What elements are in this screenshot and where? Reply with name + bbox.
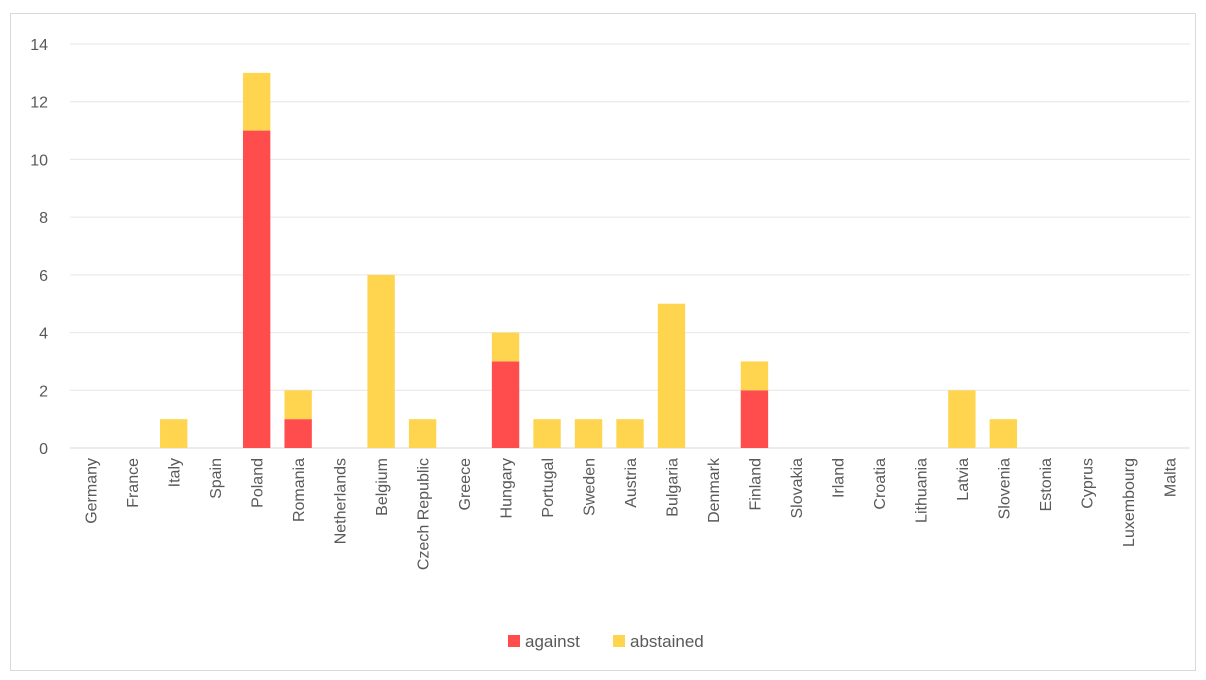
x-tick-label: Spain	[208, 458, 225, 499]
x-tick-label: Malta	[1162, 458, 1179, 497]
x-tick-label: Sweden	[582, 458, 599, 516]
x-tick-label: Slovakia	[789, 458, 806, 519]
y-axis: 0 2 4 6 8 10 12 14	[30, 37, 48, 458]
y-tick-label: 0	[39, 441, 48, 458]
bar-abstained-hungary	[491, 332, 520, 362]
bar-against-finland	[740, 390, 769, 448]
x-tick-label: Latvia	[955, 458, 972, 501]
x-tick-label: Denmark	[706, 457, 723, 523]
x-tick-label: Poland	[250, 458, 267, 508]
bar-abstained-italy	[160, 419, 188, 448]
y-tick-label: 12	[30, 95, 48, 112]
legend-swatch-abstained	[613, 635, 625, 647]
x-tick-label: Croatia	[872, 458, 889, 510]
x-tick-label: Finland	[747, 458, 764, 510]
bar-abstained-latvia	[948, 390, 976, 448]
x-tick-label: Czech Republic	[416, 458, 433, 570]
y-tick-label: 2	[39, 383, 48, 400]
legend-swatch-against	[508, 635, 520, 647]
bar-abstained-belgium	[367, 274, 395, 448]
x-tick-label: Italy	[167, 458, 184, 487]
chart-frame	[10, 13, 1196, 671]
x-tick-label: Germany	[84, 458, 101, 524]
bar-abstained-slovenia	[989, 419, 1018, 448]
y-tick-label: 6	[39, 268, 48, 285]
x-axis: Germany France Italy Spain Poland Romania Neth…	[84, 457, 1180, 570]
x-tick-label: Portugal	[540, 458, 557, 518]
bar-abstained-finland	[740, 361, 769, 391]
bar-against-poland	[242, 130, 271, 449]
legend-label-against: against	[525, 632, 580, 651]
bar-abstained-romania	[284, 390, 312, 420]
bar-abstained-poland	[242, 72, 271, 131]
y-tick-label: 8	[39, 210, 48, 227]
y-tick-label: 14	[30, 37, 48, 54]
bar-against-hungary	[491, 361, 520, 448]
legend-label-abstained: abstained	[630, 632, 704, 651]
x-tick-label: Luxembourg	[1121, 458, 1138, 547]
x-tick-label: Cyprus	[1079, 458, 1096, 509]
x-tick-label: Netherlands	[333, 458, 350, 544]
legend: against abstained	[508, 632, 704, 651]
bar-abstained-austria	[616, 419, 644, 448]
x-tick-label: Bulgaria	[664, 458, 681, 517]
x-tick-label: Slovenia	[996, 458, 1013, 519]
x-tick-label: Greece	[457, 458, 474, 511]
y-tick-label: 4	[39, 326, 48, 343]
x-tick-label: Austria	[623, 458, 640, 508]
x-tick-label: France	[125, 458, 142, 508]
x-tick-label: Romania	[291, 458, 308, 522]
bar-abstained-sweden	[574, 419, 603, 448]
bar-abstained-portugal	[533, 419, 561, 448]
bar-abstained-czech-republic	[408, 419, 437, 448]
x-tick-label: Irland	[830, 458, 847, 498]
bars	[160, 72, 1018, 449]
x-tick-label: Belgium	[374, 458, 391, 516]
gridlines	[70, 43, 1190, 449]
x-tick-label: Hungary	[499, 458, 516, 518]
bar-against-romania	[284, 419, 312, 448]
x-tick-label: Estonia	[1038, 458, 1055, 511]
y-tick-label: 10	[30, 152, 48, 169]
bar-abstained-bulgaria	[657, 303, 686, 448]
x-tick-label: Lithuania	[913, 458, 930, 523]
